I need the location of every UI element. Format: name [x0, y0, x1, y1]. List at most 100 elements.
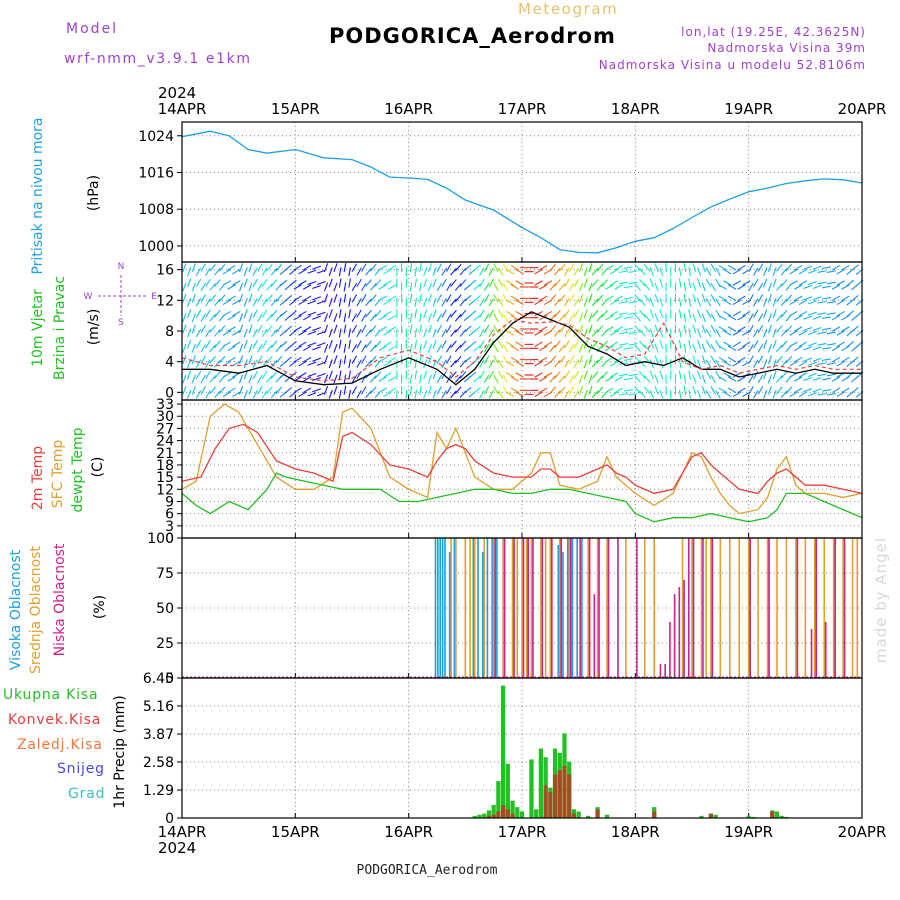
wind-arrow	[302, 376, 312, 382]
wind-arrow	[338, 359, 342, 369]
wind-arrow	[776, 375, 783, 383]
wind-arrow	[628, 373, 638, 377]
wind-arrow	[307, 372, 317, 378]
wind-arrow	[564, 298, 570, 307]
wind-arrow	[261, 328, 268, 338]
wind-arrow	[515, 310, 524, 317]
wind-arrow	[807, 330, 817, 336]
wind-arrow	[187, 309, 192, 319]
y-tick-label: 3.87	[143, 727, 174, 743]
wind-arrow	[222, 310, 232, 317]
cloud-ylabel-unit: (%)	[92, 595, 108, 619]
wind-arrow	[243, 339, 248, 349]
wind-arrow	[450, 267, 457, 276]
wind-arrow	[423, 359, 428, 369]
wind-arrow	[312, 296, 322, 301]
wind-arrow	[683, 282, 687, 292]
wind-arrow	[243, 309, 248, 319]
wind-arrow	[846, 310, 854, 317]
wind-arrow	[450, 359, 457, 368]
wind-arrow	[266, 283, 273, 291]
wind-arrow	[298, 372, 307, 378]
wind-arrow	[732, 372, 742, 378]
wind-arrow	[639, 329, 646, 337]
wind-arrow	[753, 278, 759, 288]
wind-arrow	[554, 340, 561, 349]
wind-arrow	[748, 282, 754, 292]
wind-arrow	[195, 328, 202, 338]
wind-arrow	[568, 313, 575, 322]
wind-arrow	[628, 301, 638, 304]
wind-arrow	[473, 387, 481, 394]
wind-arrow	[427, 385, 432, 395]
wind-arrow	[419, 282, 422, 292]
wind-arrow	[446, 355, 452, 364]
wind-arrow	[515, 268, 524, 275]
wind-arrow	[609, 391, 619, 398]
wind-arrow	[432, 370, 437, 380]
wind-arrow	[822, 389, 832, 392]
wind-arrow	[289, 341, 297, 348]
wind-arrow	[639, 298, 646, 307]
wind-arrow	[822, 377, 832, 381]
wind-arrow	[757, 344, 764, 353]
wind-arrow	[356, 328, 362, 338]
wind-arrow	[654, 343, 659, 353]
wind-arrow	[826, 362, 836, 365]
wind-arrow	[252, 309, 258, 318]
wind-arrow	[697, 359, 702, 369]
wind-arrow	[654, 355, 659, 365]
y-tick-label: 1.29	[143, 783, 174, 799]
wind-arrow	[351, 324, 358, 334]
wind-arrow	[727, 295, 737, 302]
wind-arrow	[432, 267, 437, 277]
wind-arrow	[436, 294, 443, 303]
wind-arrow	[742, 299, 751, 306]
wind-arrow	[473, 375, 481, 383]
wind-arrow	[316, 280, 326, 286]
wind-arrow	[243, 370, 248, 380]
wind-arrow	[619, 301, 629, 304]
wind-arrow	[446, 263, 452, 272]
wind-arrow	[812, 315, 822, 320]
wind-arrow	[205, 309, 211, 318]
wind-arrow	[539, 376, 548, 382]
wind-arrow	[628, 393, 638, 396]
wind-arrow	[257, 263, 263, 272]
wind-arrow	[639, 309, 646, 318]
wind-arrow	[539, 264, 548, 271]
wind-arrow	[683, 313, 687, 323]
precip-total-bar	[534, 809, 539, 818]
compass-w: W	[84, 292, 93, 302]
wind-arrow	[257, 324, 263, 334]
wind-arrow	[419, 343, 422, 353]
wind-arrow	[817, 301, 827, 304]
wind-arrow	[623, 285, 633, 289]
wind-arrow	[498, 370, 504, 380]
wind-arrow	[450, 390, 457, 399]
wind-arrow	[348, 309, 351, 319]
wind-arrow	[419, 374, 422, 384]
wind-arrow	[243, 389, 248, 399]
wind-arrow	[510, 356, 520, 363]
wind-arrow	[727, 284, 737, 290]
wind-arrow	[654, 293, 659, 303]
wind-arrow	[298, 391, 307, 398]
wind-arrow	[454, 294, 462, 303]
wind-arrow	[261, 298, 268, 307]
wind-arrow	[351, 344, 358, 353]
wind-arrow	[506, 391, 515, 398]
wind-arrow	[785, 325, 793, 333]
wind-arrow	[767, 374, 772, 384]
wind-arrow	[423, 267, 428, 277]
wind-arrow	[772, 278, 777, 288]
wind-arrow	[502, 313, 509, 322]
precip-total-bar	[500, 685, 506, 818]
wind-arrow	[279, 341, 288, 348]
wind-arrow	[243, 297, 248, 307]
wind-arrow	[323, 385, 329, 395]
wind-arrow	[316, 361, 326, 366]
wind-arrow	[654, 313, 659, 323]
wind-arrow	[732, 268, 742, 275]
wind-arrow	[742, 280, 751, 286]
